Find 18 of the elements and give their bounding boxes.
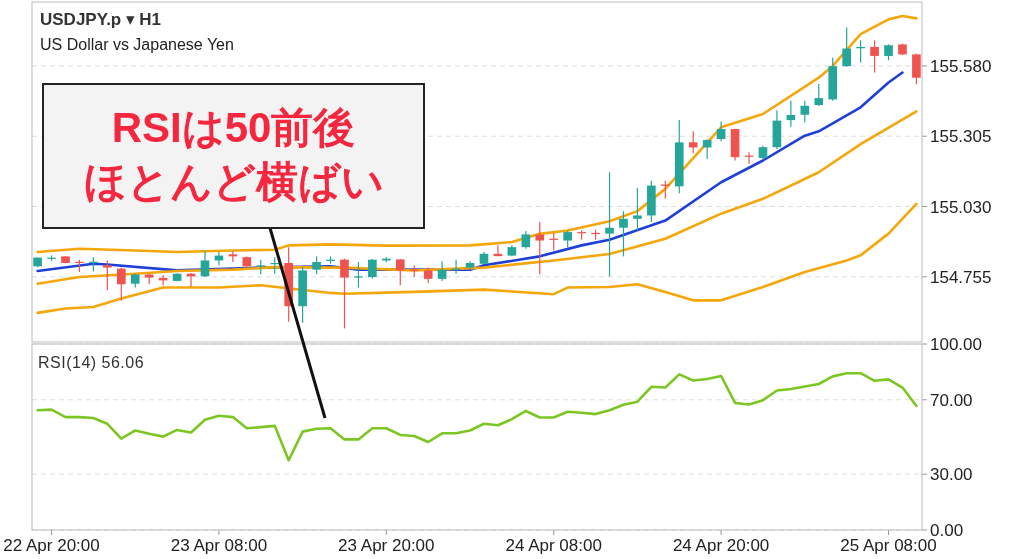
x-tick-label: 24 Apr 08:00 bbox=[505, 536, 602, 555]
annotation: ほとんど横ばい bbox=[83, 158, 384, 205]
y-tick-label: 155.580 bbox=[930, 56, 992, 76]
y-tick-label: 30.00 bbox=[930, 465, 973, 485]
x-tick-label: 23 Apr 20:00 bbox=[338, 536, 435, 555]
y-tick-label: 155.030 bbox=[930, 197, 992, 217]
y-tick-label: 155.305 bbox=[930, 127, 992, 147]
y-tick-label: 154.755 bbox=[930, 267, 992, 287]
x-tick-label: 22 Apr 20:00 bbox=[3, 536, 100, 555]
y-tick-label: 100.00 bbox=[930, 335, 982, 354]
text: RSI(14) 56.06 bbox=[38, 354, 145, 371]
annotation: RSIは50前後 bbox=[111, 104, 356, 151]
y-tick-label: 70.00 bbox=[930, 390, 973, 410]
text: USDJPY.p ▾ H1 bbox=[40, 10, 161, 29]
text: US Dollar vs Japanese Yen bbox=[40, 36, 234, 53]
x-tick-label: 23 Apr 08:00 bbox=[170, 536, 268, 555]
line-series bbox=[36, 371, 918, 462]
x-tick-label: 24 Apr 20:00 bbox=[672, 536, 770, 555]
